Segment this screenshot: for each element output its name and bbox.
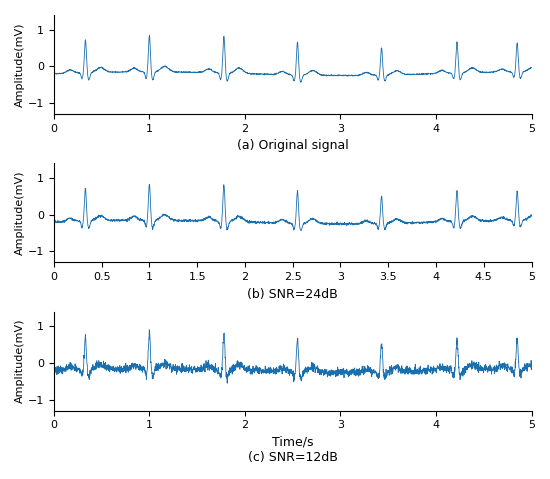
Y-axis label: Amplitude(mV): Amplitude(mV) bbox=[15, 171, 25, 255]
X-axis label: Time/s
(c) SNR=12dB: Time/s (c) SNR=12dB bbox=[248, 436, 338, 464]
X-axis label: (a) Original signal: (a) Original signal bbox=[237, 139, 349, 152]
Y-axis label: Amplitude(mV): Amplitude(mV) bbox=[15, 319, 25, 403]
X-axis label: (b) SNR=24dB: (b) SNR=24dB bbox=[248, 287, 338, 301]
Y-axis label: Amplitude(mV): Amplitude(mV) bbox=[15, 22, 25, 107]
